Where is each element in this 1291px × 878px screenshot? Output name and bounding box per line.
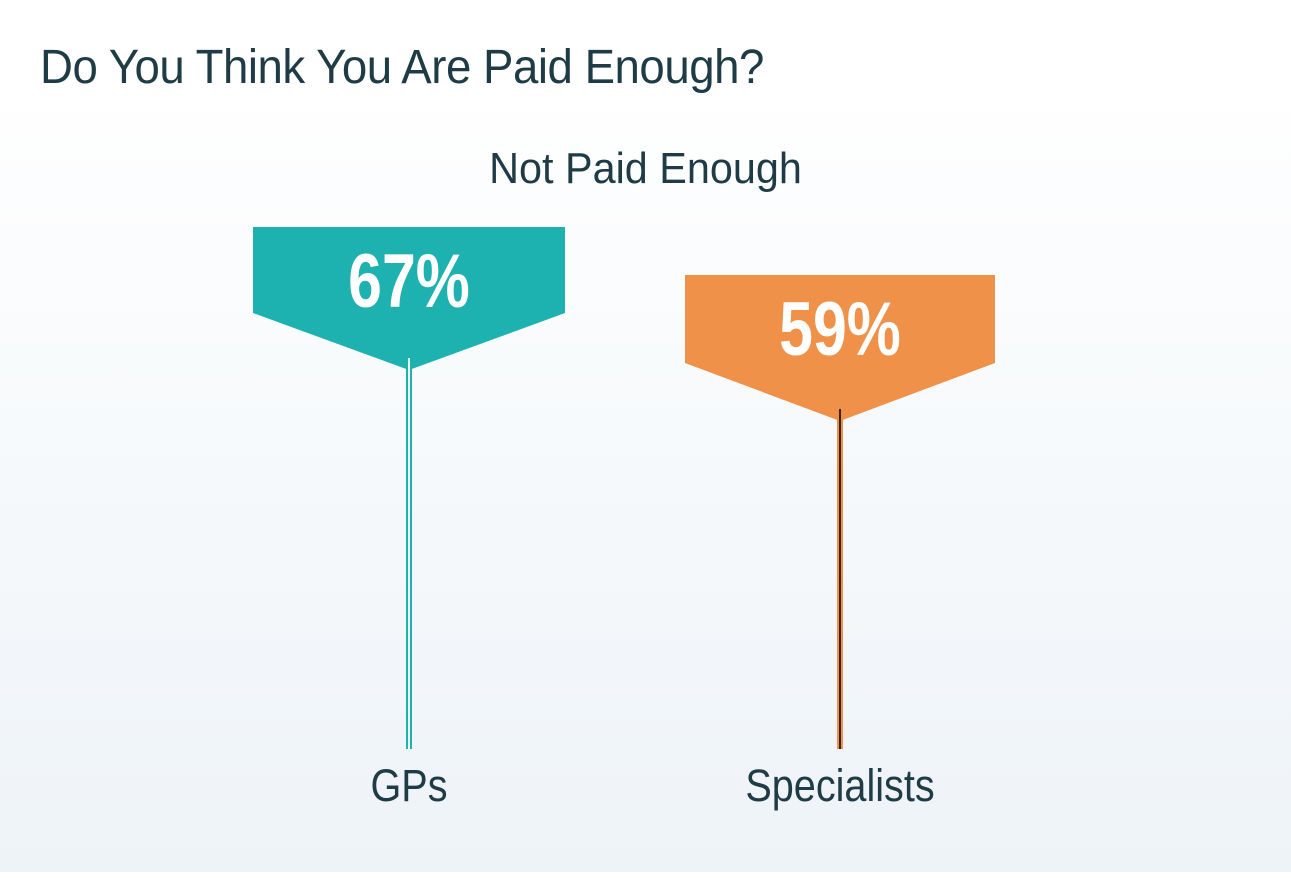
pin-marker-gps: 67% xyxy=(253,227,565,750)
category-label-specialists: Specialists xyxy=(745,760,935,811)
value-label-specialists: 59% xyxy=(779,287,901,372)
chart-background-panel xyxy=(0,112,1291,872)
pin-stem-specialists xyxy=(837,409,843,749)
pin-marker-specialists: 59% xyxy=(685,275,995,750)
category-label-gps: GPs xyxy=(370,760,448,811)
pin-banner-specialists xyxy=(685,275,995,363)
value-label-gps: 67% xyxy=(348,239,470,324)
chart-title: Do You Think You Are Paid Enough? xyxy=(40,41,764,94)
chart-subtitle: Not Paid Enough xyxy=(489,144,802,193)
pin-stem-gps xyxy=(406,358,412,749)
pin-banner-gps xyxy=(253,227,565,313)
